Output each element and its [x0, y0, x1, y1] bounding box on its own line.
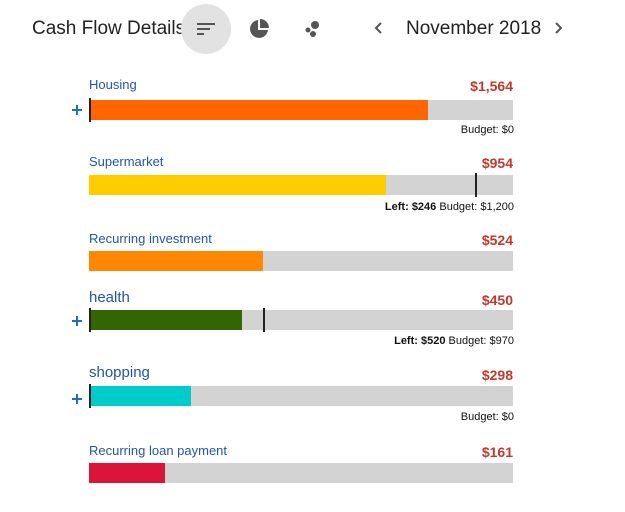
progress-fill: [89, 463, 166, 483]
next-month-button[interactable]: [545, 14, 573, 42]
progress-bar: [89, 98, 513, 122]
budget-value: $1,200: [480, 201, 514, 213]
expand-plus-icon[interactable]: [72, 316, 82, 326]
left-label: Left:: [384, 201, 409, 213]
progress-fill: [89, 310, 242, 330]
bubble-view-button[interactable]: [287, 4, 337, 54]
progress-bar: [89, 308, 513, 332]
current-month: November 2018: [406, 18, 542, 39]
budget-line: Left: $520 Budget: $970: [394, 335, 514, 347]
budget-marker: [474, 173, 477, 197]
budget-marker: [89, 98, 91, 122]
category-name[interactable]: Housing: [89, 77, 137, 92]
budget-label: Budget:: [460, 124, 499, 136]
category-name[interactable]: Recurring investment: [89, 231, 212, 246]
progress-bar: [89, 251, 513, 271]
pie-view-button[interactable]: [234, 4, 284, 54]
start-marker: [89, 308, 91, 332]
sort-lines-icon: [197, 23, 215, 35]
previous-month-button[interactable]: [364, 14, 392, 42]
budget-marker: [262, 308, 265, 332]
budget-value: $0: [501, 411, 514, 423]
category-amount: $524: [481, 232, 513, 248]
category-amount: $161: [481, 444, 513, 460]
left-value: $520: [420, 335, 446, 347]
category-name[interactable]: shopping: [89, 364, 150, 381]
pie-chart-icon: [250, 19, 269, 38]
expand-plus-icon[interactable]: [72, 105, 82, 115]
list-view-button[interactable]: [181, 4, 231, 54]
budget-label: Budget:: [460, 411, 499, 423]
chevron-right-icon: [555, 22, 563, 34]
progress-fill: [89, 100, 429, 120]
category-name[interactable]: Recurring loan payment: [89, 443, 228, 458]
category-amount: $1,564: [470, 78, 513, 94]
budget-line: Budget: $0: [461, 411, 514, 423]
category-name[interactable]: Supermarket: [89, 154, 164, 169]
budget-label: Budget:: [439, 201, 478, 213]
left-label: Left:: [394, 335, 418, 347]
budget-label: Budget:: [448, 335, 487, 347]
progress-fill: [89, 386, 191, 406]
page-title: Cash Flow Details: [32, 18, 186, 39]
budget-line: Budget: $0: [461, 124, 514, 136]
expand-plus-icon[interactable]: [72, 394, 82, 404]
progress-bar: [89, 384, 513, 408]
progress-bar: [89, 173, 513, 197]
category-name[interactable]: health: [89, 289, 130, 306]
progress-fill: [89, 251, 263, 271]
budget-value: $970: [489, 335, 514, 347]
budget-value: $0: [501, 124, 514, 136]
header: Cash Flow Details November 2018: [0, 0, 625, 60]
progress-bar: [89, 463, 513, 483]
bubble-chart-icon: [305, 21, 319, 37]
category-amount: $954: [481, 155, 513, 171]
category-amount: $450: [481, 292, 513, 308]
category-amount: $298: [481, 367, 513, 383]
budget-line: Left: $246 Budget: $1,200: [385, 201, 514, 213]
chevron-left-icon: [374, 22, 382, 34]
progress-fill: [89, 175, 386, 195]
left-value: $246: [411, 201, 437, 213]
budget-marker: [89, 384, 91, 408]
